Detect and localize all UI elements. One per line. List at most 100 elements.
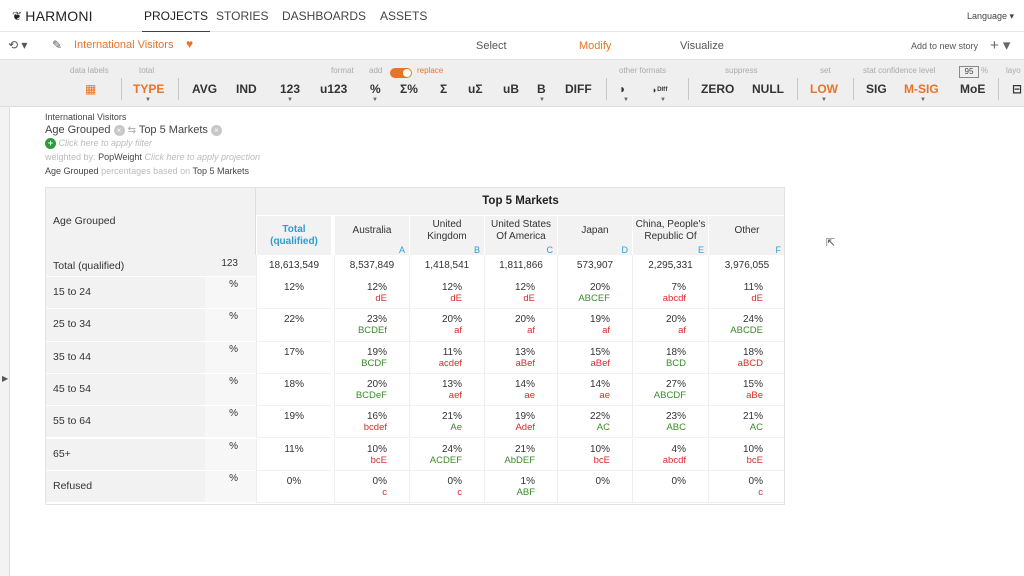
table-cell[interactable]: 20% ABCEF bbox=[557, 277, 632, 310]
table-cell[interactable]: 0% bbox=[557, 470, 632, 504]
msig-button[interactable]: M-SIG bbox=[904, 82, 939, 96]
diff-button[interactable]: DIFF bbox=[565, 82, 592, 96]
heart-icon[interactable]: ♥ bbox=[186, 37, 194, 51]
mode-select[interactable]: Select bbox=[476, 40, 507, 52]
table-cell[interactable]: 21% AbDEF bbox=[484, 438, 557, 471]
table-cell[interactable]: 24% ACDEF bbox=[409, 438, 484, 471]
table-cell[interactable]: 13% aef bbox=[409, 373, 484, 407]
history-icon[interactable]: ⟲ ▾ bbox=[8, 38, 28, 52]
diff-format-icon[interactable]: ◗ᴰᴵᶠᶠ bbox=[652, 85, 668, 95]
column-header[interactable]: Total (qualified) bbox=[256, 215, 331, 255]
low-button[interactable]: LOW bbox=[810, 82, 838, 96]
percent-button[interactable]: % bbox=[370, 82, 381, 96]
add-to-new-story-button[interactable]: Add to new story bbox=[911, 41, 979, 51]
table-cell[interactable]: 1,811,866 bbox=[484, 255, 557, 277]
nav-tab-dashboards[interactable]: DASHBOARDS bbox=[282, 9, 367, 23]
table-cell[interactable]: 21% Ae bbox=[409, 406, 484, 439]
table-cell[interactable]: 27% ABCDF bbox=[632, 373, 708, 407]
nav-tab-stories[interactable]: STORIES bbox=[216, 9, 269, 23]
table-cell[interactable]: 19% Adef bbox=[484, 406, 557, 439]
viz-title[interactable]: International Visitors bbox=[74, 39, 174, 51]
format-toggle-icon[interactable]: ◗ bbox=[619, 82, 627, 96]
table-cell[interactable]: 1,418,541 bbox=[409, 255, 484, 277]
zero-button[interactable]: ZERO bbox=[701, 82, 735, 96]
remove-cols-icon[interactable]: × bbox=[210, 124, 222, 136]
mode-modify[interactable]: Modify bbox=[579, 40, 612, 52]
table-row-label[interactable]: 65+ bbox=[45, 438, 205, 471]
confidence-level-input[interactable]: 95 bbox=[959, 66, 979, 78]
table-cell[interactable]: 18% bbox=[256, 373, 331, 407]
language-dropdown[interactable]: Language ▾ bbox=[966, 11, 1014, 21]
moe-button[interactable]: MoE bbox=[960, 82, 986, 96]
pencil-icon[interactable]: ✎ bbox=[52, 38, 63, 52]
add-replace-toggle[interactable] bbox=[390, 68, 412, 78]
table-cell[interactable]: 20% af bbox=[632, 309, 708, 342]
expand-panel-icon[interactable]: ▶ bbox=[2, 374, 9, 383]
cols-chip[interactable]: Top 5 Markets bbox=[138, 124, 208, 136]
add-filter-icon[interactable]: + bbox=[45, 138, 56, 150]
table-cell[interactable]: 3,976,055 bbox=[708, 255, 785, 277]
app-logo[interactable]: ❦ HARMONI bbox=[12, 8, 93, 24]
column-header[interactable]: United States Of America C bbox=[484, 215, 557, 255]
filter-hint[interactable]: Click here to apply filter bbox=[58, 138, 153, 148]
table-cell[interactable]: 18% BCD bbox=[632, 341, 708, 374]
table-cell[interactable]: 573,907 bbox=[557, 255, 632, 277]
table-cell[interactable]: 0% bbox=[256, 470, 331, 504]
sum-button[interactable]: Σ bbox=[440, 82, 448, 96]
table-cell[interactable]: 17% bbox=[256, 341, 331, 374]
sig-button[interactable]: SIG bbox=[866, 82, 887, 96]
table-cell[interactable]: 1% ABF bbox=[484, 470, 557, 504]
table-row-label[interactable]: 55 to 64 bbox=[45, 406, 205, 439]
table-cell[interactable]: 23% ABC bbox=[632, 406, 708, 439]
projection-hint[interactable]: Click here to apply projection bbox=[144, 152, 261, 162]
table-cell[interactable]: 4% abcdf bbox=[632, 438, 708, 471]
table-cell[interactable]: 22% AC bbox=[557, 406, 632, 439]
swap-icon[interactable]: ⇆ bbox=[127, 125, 136, 136]
mode-visualize[interactable]: Visualize bbox=[680, 40, 724, 52]
table-row-label[interactable]: Refused bbox=[45, 470, 205, 504]
column-header[interactable]: Other F bbox=[708, 215, 785, 255]
nav-tab-projects[interactable]: PROJECTS bbox=[141, 9, 211, 33]
table-cell[interactable]: 16% bcdef bbox=[334, 406, 409, 439]
column-header[interactable]: China, People's Republic Of E bbox=[632, 215, 708, 255]
table-cell[interactable]: 18% aBCD bbox=[708, 341, 785, 374]
table-cell[interactable]: 10% bcE bbox=[557, 438, 632, 471]
type-button[interactable]: TYPE bbox=[133, 82, 165, 96]
table-cell[interactable]: 12% bbox=[256, 277, 331, 310]
table-cell[interactable]: 15% aBe bbox=[708, 373, 785, 407]
table-row-label[interactable]: 35 to 44 bbox=[45, 341, 205, 374]
table-cell[interactable]: 14% ae bbox=[557, 373, 632, 407]
column-header[interactable]: Japan D bbox=[557, 215, 632, 255]
unweighted-sum-button[interactable]: uΣ bbox=[468, 82, 483, 96]
table-cell[interactable]: 12% dE bbox=[484, 277, 557, 310]
table-cell[interactable]: 20% af bbox=[484, 309, 557, 342]
table-cell[interactable]: 22% bbox=[256, 309, 331, 342]
table-cell[interactable]: 20% af bbox=[409, 309, 484, 342]
table-cell[interactable]: 13% aBef bbox=[484, 341, 557, 374]
table-cell[interactable]: 2,295,331 bbox=[632, 255, 708, 277]
unweighted-base-button[interactable]: uB bbox=[503, 82, 519, 96]
table-cell[interactable]: 10% bcE bbox=[708, 438, 785, 471]
table-cell[interactable]: 19% bbox=[256, 406, 331, 439]
count-button[interactable]: 123 bbox=[280, 82, 301, 96]
table-cell[interactable]: 11% dE bbox=[708, 277, 785, 310]
table-cell[interactable]: 21% AC bbox=[708, 406, 785, 439]
column-header[interactable]: Australia A bbox=[334, 215, 409, 255]
sum-percent-button[interactable]: Σ% bbox=[400, 82, 418, 96]
table-cell[interactable]: 8,537,849 bbox=[334, 255, 409, 277]
left-panel-rail[interactable] bbox=[0, 107, 10, 576]
table-cell[interactable]: 24% ABCDE bbox=[708, 309, 785, 342]
ind-button[interactable]: IND bbox=[236, 82, 257, 96]
table-cell[interactable]: 0% c bbox=[708, 470, 785, 504]
null-button[interactable]: NULL bbox=[752, 82, 784, 96]
table-cell[interactable]: 15% aBef bbox=[557, 341, 632, 374]
layout-icon[interactable]: ⊟ bbox=[1012, 82, 1023, 96]
table-cell[interactable]: 20% BCDeF bbox=[334, 373, 409, 407]
data-labels-icon[interactable]: ▦ bbox=[85, 82, 97, 96]
table-row-label[interactable]: 45 to 54 bbox=[45, 373, 205, 407]
table-cell[interactable]: 14% ae bbox=[484, 373, 557, 407]
rows-chip[interactable]: Age Grouped bbox=[45, 124, 111, 136]
remove-rows-icon[interactable]: × bbox=[113, 124, 125, 136]
add-menu-button[interactable]: + ▾ bbox=[990, 37, 1011, 54]
table-row-label[interactable]: Total (qualified) bbox=[45, 255, 205, 277]
